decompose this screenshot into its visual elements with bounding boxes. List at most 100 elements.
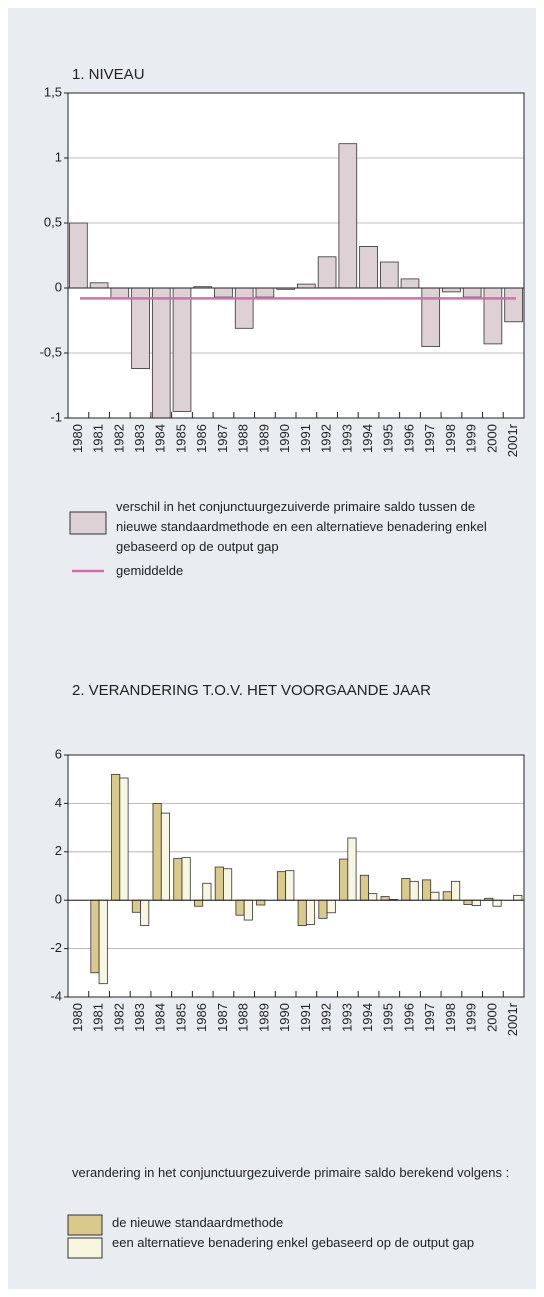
bar — [243, 899, 253, 921]
x-tick-label: 1997 — [422, 1003, 437, 1032]
y-tick-label: 2 — [55, 843, 62, 858]
bar — [235, 899, 245, 916]
x-tick-label: 1981 — [91, 1003, 106, 1032]
legend-swatch — [69, 511, 107, 535]
bar — [422, 879, 432, 901]
x-tick-label: 1991 — [298, 1003, 313, 1032]
bar — [451, 880, 461, 901]
bar — [409, 880, 419, 901]
bar — [110, 287, 130, 299]
x-tick-label: 1993 — [339, 424, 354, 453]
x-tick-label: 1983 — [132, 1003, 147, 1032]
bar — [471, 899, 481, 906]
bar — [442, 287, 461, 293]
x-tick-label: 1992 — [319, 424, 334, 453]
legend-label: de nieuwe standaardmethode — [112, 1215, 284, 1230]
x-tick-label: 1993 — [339, 1003, 354, 1032]
x-tick-label: 1983 — [132, 424, 147, 453]
bar — [131, 899, 141, 913]
x-tick-label: 1997 — [422, 424, 437, 453]
x-tick-label: 1987 — [215, 1003, 230, 1032]
x-tick-label: 1992 — [319, 1003, 334, 1032]
x-tick-label: 1991 — [298, 424, 313, 453]
x-tick-label: 1998 — [443, 1003, 458, 1032]
x-tick-label: 1980 — [70, 1003, 85, 1032]
x-tick-label: 1996 — [401, 1003, 416, 1032]
bar — [463, 899, 473, 905]
bar — [305, 899, 316, 925]
x-tick-label: 1990 — [277, 1003, 292, 1032]
bar — [317, 256, 337, 289]
bar — [98, 899, 108, 985]
bar — [421, 287, 441, 347]
plot-area — [68, 755, 524, 997]
legend-label: een alternatieve benadering enkel gebase… — [112, 1235, 475, 1250]
bar — [89, 282, 109, 289]
x-tick-label: 1995 — [381, 424, 396, 453]
x-tick-label: 1987 — [215, 424, 230, 453]
x-tick-label: 1998 — [443, 424, 458, 453]
bar — [430, 891, 440, 901]
x-tick-label: 1985 — [173, 1003, 188, 1032]
bar — [181, 857, 191, 901]
x-tick-label: 1982 — [111, 1003, 126, 1032]
bar — [234, 287, 254, 329]
y-tick-label: 0,5 — [44, 214, 62, 229]
bar — [69, 222, 88, 289]
bar — [111, 773, 121, 901]
y-tick-label: 6 — [55, 746, 62, 761]
bar — [285, 870, 295, 901]
y-tick-label: 0 — [55, 279, 62, 294]
x-tick-label: 1999 — [464, 424, 479, 453]
x-tick-label: 1989 — [256, 1003, 271, 1032]
x-tick-label: 1986 — [194, 1003, 209, 1032]
y-tick-label: 1 — [55, 149, 62, 164]
x-tick-label: 1994 — [360, 1003, 375, 1032]
bar — [151, 287, 171, 419]
bar — [442, 891, 452, 901]
x-tick-label: 2000 — [484, 424, 499, 453]
bar — [202, 882, 212, 901]
bar — [131, 287, 150, 369]
chart-title: 1. NIVEAU — [72, 66, 145, 83]
y-tick-label: -1 — [50, 409, 62, 424]
plot-frame — [67, 754, 525, 998]
y-tick-label: -4 — [50, 988, 62, 1003]
bar — [347, 837, 357, 901]
y-tick-label: 1,5 — [44, 84, 62, 99]
bar — [400, 278, 420, 289]
plot-area — [68, 93, 524, 418]
x-tick-label: 1984 — [153, 1003, 168, 1032]
bar — [513, 894, 523, 901]
bar — [214, 287, 233, 298]
x-tick-label: 1988 — [236, 424, 251, 453]
bar — [338, 143, 358, 289]
bar — [214, 866, 224, 901]
bar — [462, 287, 482, 298]
bar — [318, 899, 328, 919]
bar — [172, 287, 192, 412]
bar — [380, 896, 390, 901]
bar — [504, 287, 523, 323]
bar — [152, 803, 162, 901]
x-tick-label: 1996 — [401, 424, 416, 453]
bar — [359, 245, 378, 289]
bar — [401, 878, 411, 901]
bar — [119, 777, 129, 901]
bar — [483, 287, 503, 345]
bar — [339, 858, 349, 901]
x-tick-label: 1980 — [70, 424, 85, 453]
x-tick-label: 1990 — [277, 424, 292, 453]
bar — [256, 899, 266, 906]
legend-label: gemiddelde — [116, 563, 184, 578]
bar — [492, 899, 502, 907]
x-tick-label: 2000 — [484, 1003, 499, 1032]
bar — [297, 283, 316, 289]
bar — [140, 899, 150, 927]
bar — [173, 858, 183, 901]
bar — [223, 868, 233, 901]
x-tick-label: 2001r — [505, 1002, 520, 1036]
y-tick-label: -0,5 — [40, 344, 62, 359]
x-tick-label: 1982 — [111, 424, 126, 453]
